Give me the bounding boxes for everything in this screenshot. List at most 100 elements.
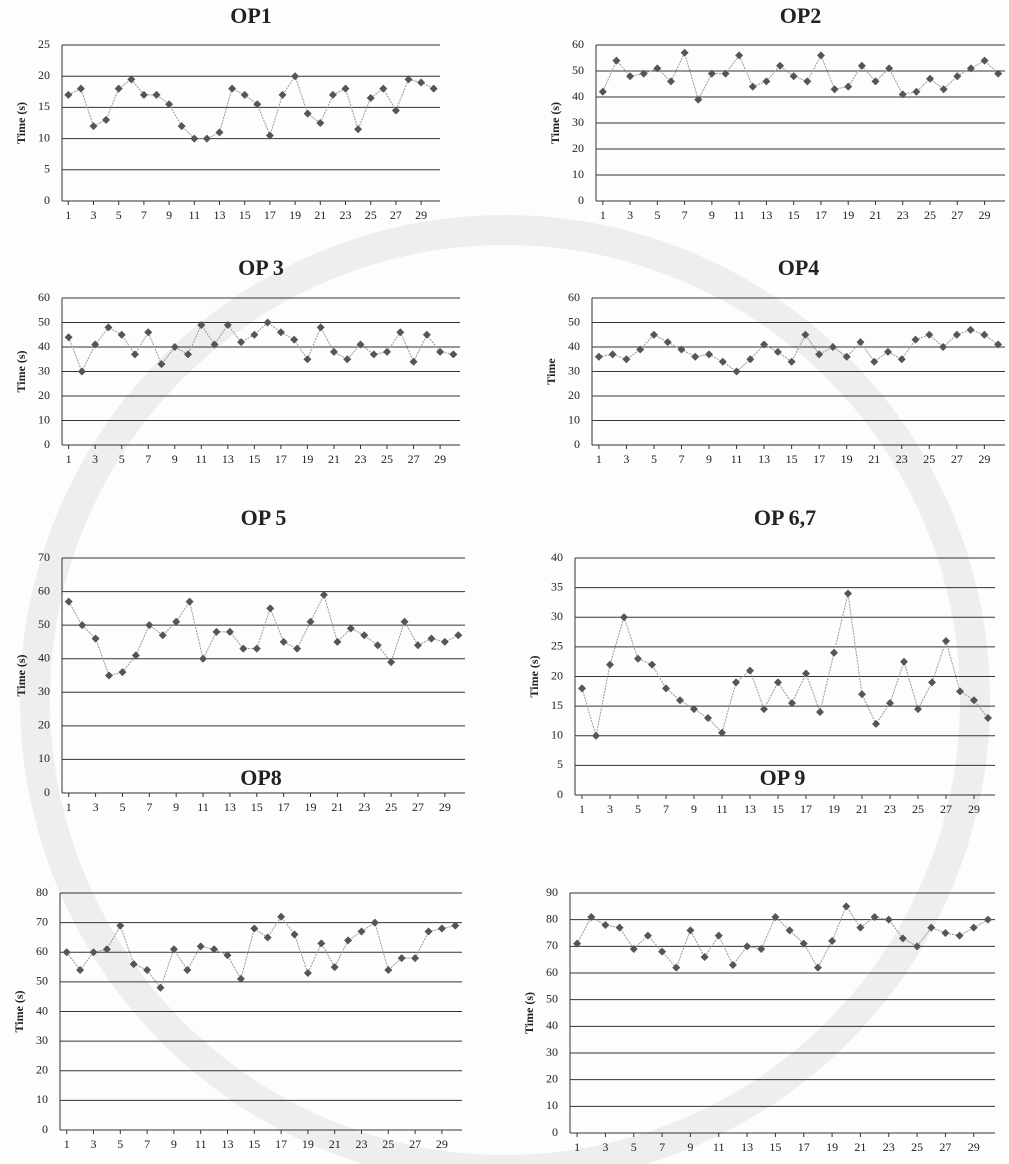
x-tick-label: 29: [978, 452, 990, 466]
x-tick-label: 1: [64, 1137, 70, 1151]
x-tick-label: 15: [248, 1137, 260, 1151]
y-tick-label: 20: [546, 1071, 558, 1085]
x-tick-label: 29: [415, 208, 427, 222]
x-tick-label: 25: [382, 1137, 394, 1151]
y-tick-label: 60: [568, 290, 580, 304]
y-axis-label: Time (s): [548, 102, 562, 144]
y-tick-label: 50: [36, 974, 48, 988]
x-tick-label: 17: [275, 452, 287, 466]
x-tick-label: 5: [654, 208, 660, 222]
y-tick-label: 15: [551, 698, 563, 712]
y-tick-label: 30: [36, 1033, 48, 1047]
y-tick-label: 10: [572, 167, 584, 181]
y-tick-label: 60: [572, 37, 584, 51]
x-tick-label: 5: [119, 800, 125, 814]
x-tick-label: 1: [66, 452, 72, 466]
x-tick-label: 15: [786, 452, 798, 466]
x-tick-label: 15: [239, 208, 251, 222]
x-tick-label: 1: [574, 1140, 580, 1154]
x-tick-label: 5: [116, 208, 122, 222]
chart-title: OP8: [240, 765, 282, 790]
x-tick-label: 13: [214, 208, 226, 222]
y-tick-label: 25: [38, 37, 50, 51]
x-tick-label: 29: [436, 1137, 448, 1151]
x-tick-label: 1: [65, 208, 71, 222]
y-tick-label: 10: [546, 1098, 558, 1112]
x-tick-label: 13: [222, 1137, 234, 1151]
chart-title: OP 3: [238, 255, 284, 280]
x-tick-label: 13: [222, 452, 234, 466]
figure: OP1Time (s)05101520251357911131517192123…: [0, 0, 1009, 1164]
x-tick-label: 5: [631, 1140, 637, 1154]
y-tick-label: 20: [568, 388, 580, 402]
x-tick-label: 25: [381, 452, 393, 466]
y-tick-label: 10: [38, 751, 50, 765]
y-tick-label: 25: [551, 639, 563, 653]
x-tick-label: 19: [841, 452, 853, 466]
x-tick-label: 3: [602, 1140, 608, 1154]
y-tick-label: 30: [38, 684, 50, 698]
x-tick-label: 21: [869, 208, 881, 222]
y-tick-label: 30: [572, 115, 584, 129]
x-tick-label: 27: [412, 800, 424, 814]
x-tick-label: 19: [828, 802, 840, 816]
x-tick-label: 23: [897, 208, 909, 222]
y-tick-label: 40: [36, 1003, 48, 1017]
x-tick-label: 11: [196, 452, 208, 466]
x-tick-label: 19: [289, 208, 301, 222]
y-tick-label: 0: [44, 785, 50, 799]
x-tick-label: 5: [635, 802, 641, 816]
y-tick-label: 40: [568, 339, 580, 353]
chart-title: OP1: [230, 3, 272, 28]
chart-title: OP4: [778, 255, 820, 280]
x-tick-label: 29: [979, 208, 991, 222]
y-tick-label: 0: [574, 437, 580, 451]
y-tick-label: 70: [38, 550, 50, 564]
y-tick-label: 20: [38, 68, 50, 82]
x-tick-label: 7: [659, 1140, 665, 1154]
y-tick-label: 35: [551, 579, 563, 593]
x-tick-label: 17: [800, 802, 812, 816]
x-tick-label: 11: [195, 1137, 207, 1151]
y-tick-label: 30: [546, 1045, 558, 1059]
x-tick-label: 29: [968, 1140, 980, 1154]
x-tick-label: 3: [623, 452, 629, 466]
y-tick-label: 0: [44, 193, 50, 207]
y-tick-label: 50: [38, 617, 50, 631]
y-tick-label: 0: [578, 193, 584, 207]
x-tick-label: 21: [868, 452, 880, 466]
y-tick-label: 40: [551, 550, 563, 564]
y-tick-label: 80: [546, 911, 558, 925]
x-tick-label: 11: [713, 1140, 725, 1154]
x-tick-label: 23: [358, 800, 370, 814]
y-tick-label: 20: [551, 668, 563, 682]
y-axis-label: Time (s): [14, 350, 28, 392]
x-tick-label: 25: [365, 208, 377, 222]
x-tick-label: 3: [627, 208, 633, 222]
x-tick-label: 1: [600, 208, 606, 222]
y-tick-label: 50: [568, 314, 580, 328]
chart-title: OP2: [780, 3, 822, 28]
y-tick-label: 10: [551, 728, 563, 742]
y-tick-label: 0: [552, 1125, 558, 1139]
x-tick-label: 3: [93, 800, 99, 814]
y-tick-label: 20: [36, 1063, 48, 1077]
x-tick-label: 19: [305, 800, 317, 814]
x-tick-label: 5: [117, 1137, 123, 1151]
x-tick-label: 23: [340, 208, 352, 222]
y-tick-label: 20: [38, 718, 50, 732]
y-axis-label: Time (s): [14, 654, 28, 696]
y-tick-label: 10: [38, 412, 50, 426]
x-tick-label: 23: [356, 1137, 368, 1151]
x-tick-label: 23: [896, 452, 908, 466]
y-tick-label: 0: [42, 1122, 48, 1136]
x-tick-label: 19: [842, 208, 854, 222]
y-tick-label: 40: [38, 650, 50, 664]
y-tick-label: 0: [44, 437, 50, 451]
x-tick-label: 13: [758, 452, 770, 466]
x-tick-label: 19: [826, 1140, 838, 1154]
x-tick-label: 17: [264, 208, 276, 222]
x-tick-label: 15: [251, 800, 263, 814]
x-tick-label: 5: [119, 452, 125, 466]
x-tick-label: 7: [141, 208, 147, 222]
